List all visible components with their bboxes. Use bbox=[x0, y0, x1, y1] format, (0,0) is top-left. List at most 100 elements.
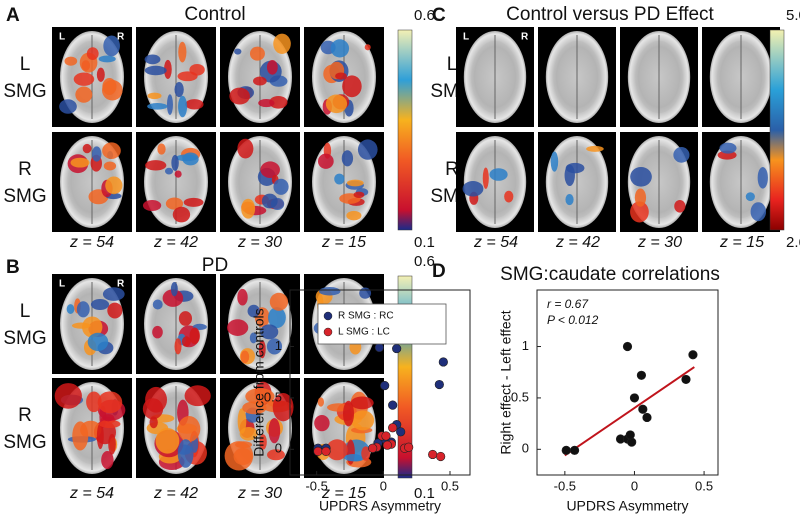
activation bbox=[266, 60, 278, 75]
y-tick-label: 0.5 bbox=[264, 389, 282, 404]
activation bbox=[745, 192, 755, 202]
legend-marker bbox=[323, 327, 333, 337]
point bbox=[428, 449, 438, 460]
activation bbox=[178, 311, 193, 326]
activation bbox=[346, 179, 364, 187]
activation bbox=[86, 47, 99, 60]
activation bbox=[172, 206, 191, 223]
image-label: R bbox=[117, 32, 125, 43]
activation bbox=[152, 299, 163, 310]
x-tick-label: 0 bbox=[380, 478, 387, 493]
z-label: z = 15 bbox=[321, 234, 366, 251]
activation bbox=[240, 350, 250, 364]
fit-line bbox=[564, 366, 695, 457]
image-label: R bbox=[117, 279, 125, 290]
activation bbox=[673, 147, 690, 163]
activation bbox=[98, 55, 116, 63]
point bbox=[380, 380, 390, 391]
activation bbox=[177, 415, 201, 442]
row-label: L bbox=[447, 54, 458, 75]
x-tick-label: 0.5 bbox=[695, 478, 713, 493]
activation bbox=[59, 99, 77, 114]
activation bbox=[102, 287, 125, 301]
activation bbox=[87, 332, 109, 352]
activation bbox=[335, 72, 347, 80]
point bbox=[622, 341, 633, 352]
activation bbox=[105, 176, 123, 195]
row-label: SMG bbox=[3, 432, 46, 453]
activation bbox=[147, 103, 168, 110]
activation bbox=[249, 332, 258, 344]
brain-image bbox=[702, 27, 780, 127]
brain-image bbox=[220, 27, 300, 127]
activation bbox=[260, 324, 279, 340]
activation bbox=[97, 391, 123, 414]
row-label: SMG bbox=[3, 186, 46, 207]
activation bbox=[750, 202, 767, 222]
activation bbox=[145, 160, 167, 171]
activation bbox=[237, 408, 247, 434]
point bbox=[374, 342, 384, 353]
activation bbox=[674, 199, 686, 213]
x-tick-label: 0.5 bbox=[441, 478, 459, 493]
panel-title: Control bbox=[184, 4, 245, 25]
activation bbox=[185, 99, 204, 110]
panel-label: B bbox=[6, 257, 20, 278]
panel-label: D bbox=[432, 261, 446, 282]
x-axis-label: UPDRS Asymmetry bbox=[319, 498, 441, 514]
activation bbox=[258, 98, 275, 108]
activation bbox=[565, 193, 574, 206]
activation bbox=[162, 289, 184, 307]
z-label: z = 15 bbox=[321, 485, 366, 502]
y-axis-label: Right effect - Left effect bbox=[498, 310, 514, 454]
activation bbox=[237, 138, 254, 159]
point bbox=[313, 446, 323, 456]
row-label: R bbox=[445, 159, 459, 180]
z-label: z = 30 bbox=[637, 234, 682, 251]
activation bbox=[142, 398, 164, 420]
activation bbox=[64, 56, 78, 66]
activation bbox=[268, 307, 286, 329]
activation bbox=[96, 423, 104, 450]
activation bbox=[272, 392, 294, 422]
activation bbox=[147, 92, 162, 100]
activation bbox=[155, 427, 180, 454]
activation bbox=[76, 301, 90, 318]
activation bbox=[258, 340, 266, 359]
activation bbox=[90, 299, 110, 310]
activation bbox=[364, 44, 371, 51]
image-label: R bbox=[521, 32, 529, 43]
brain-image bbox=[220, 132, 300, 232]
activation bbox=[318, 287, 341, 296]
activation bbox=[462, 181, 484, 197]
brain-image bbox=[620, 27, 698, 127]
activation bbox=[550, 151, 559, 172]
activation bbox=[268, 418, 281, 444]
activation bbox=[171, 154, 179, 171]
panel-title: PD bbox=[202, 255, 228, 276]
activation bbox=[163, 59, 172, 79]
y-tick-label: 0 bbox=[522, 441, 529, 456]
activation bbox=[166, 94, 173, 115]
activation bbox=[102, 414, 115, 422]
activation bbox=[144, 54, 161, 65]
activation bbox=[351, 410, 375, 431]
brain-image bbox=[52, 378, 132, 478]
activation bbox=[325, 94, 348, 114]
activation bbox=[174, 338, 182, 355]
row-label: L bbox=[20, 301, 31, 322]
activation bbox=[249, 46, 265, 61]
brain-image bbox=[304, 378, 384, 478]
y-tick-label: 1 bbox=[522, 338, 529, 353]
activation bbox=[174, 82, 184, 98]
activation bbox=[344, 454, 363, 462]
activation bbox=[247, 304, 260, 318]
activation bbox=[489, 168, 508, 181]
activation bbox=[234, 48, 242, 55]
image-label: L bbox=[59, 279, 65, 290]
activation bbox=[357, 139, 378, 160]
activation bbox=[341, 150, 354, 167]
activation bbox=[102, 142, 121, 159]
activation bbox=[189, 327, 200, 345]
